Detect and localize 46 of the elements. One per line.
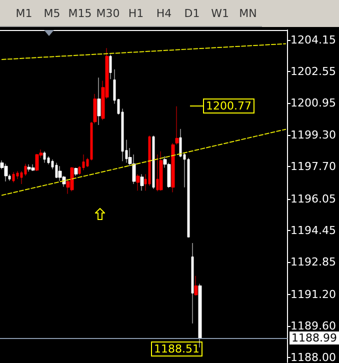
y-tick-label: 1200.95: [290, 96, 336, 110]
text: M30: [95, 6, 121, 20]
y-tick-label: 1204.15: [290, 33, 336, 46]
candlestick: [194, 276, 198, 296]
text: H1: [127, 6, 145, 20]
candlestick: [159, 151, 163, 191]
text: M1: [14, 6, 34, 20]
candlestick: [12, 172, 15, 183]
annotation: 1188.51: [154, 342, 200, 356]
y-tick-label: 1192.85: [290, 256, 336, 269]
candlestick: [27, 164, 31, 172]
candlestick: [55, 162, 58, 178]
annotation: 1200.77: [206, 100, 252, 112]
candlestick: [136, 174, 140, 191]
text: W1: [210, 6, 230, 20]
ref-line-label: 1188.99: [292, 332, 338, 345]
y-tick-label: 1194.45: [290, 224, 336, 238]
y-tick-label: 1191.20: [290, 288, 336, 302]
candlestick: [97, 77, 101, 126]
candlestick: [156, 154, 159, 192]
text: H4: [155, 6, 173, 20]
candlestick: [35, 154, 39, 172]
candlestick: [31, 164, 35, 172]
candlestick: [175, 106, 179, 145]
y-tick-label: 1188.00: [290, 351, 336, 363]
candlestick: [148, 135, 151, 186]
y-tick-label: 1199.30: [290, 128, 336, 142]
text: M15: [67, 6, 93, 20]
text: D1: [183, 6, 201, 20]
text: M5: [42, 6, 62, 20]
candlestick: [74, 167, 78, 176]
candlestick: [4, 164, 8, 182]
candlestick: [187, 158, 190, 238]
candlestick: [140, 174, 144, 191]
y-tick-label: 1196.05: [290, 192, 336, 206]
candlestick: [43, 151, 46, 164]
candlestick: [171, 142, 175, 193]
y-tick-label: 1202.55: [290, 64, 336, 78]
candlestick: [198, 283, 202, 348]
candlestick: [191, 242, 194, 324]
candlestick: [109, 54, 112, 80]
y-tick-label: 1189.60: [290, 320, 336, 333]
candlestick: [152, 135, 155, 190]
candlestick: [70, 166, 74, 192]
text: MN: [238, 6, 258, 20]
y-tick-label: 1197.70: [290, 160, 336, 174]
